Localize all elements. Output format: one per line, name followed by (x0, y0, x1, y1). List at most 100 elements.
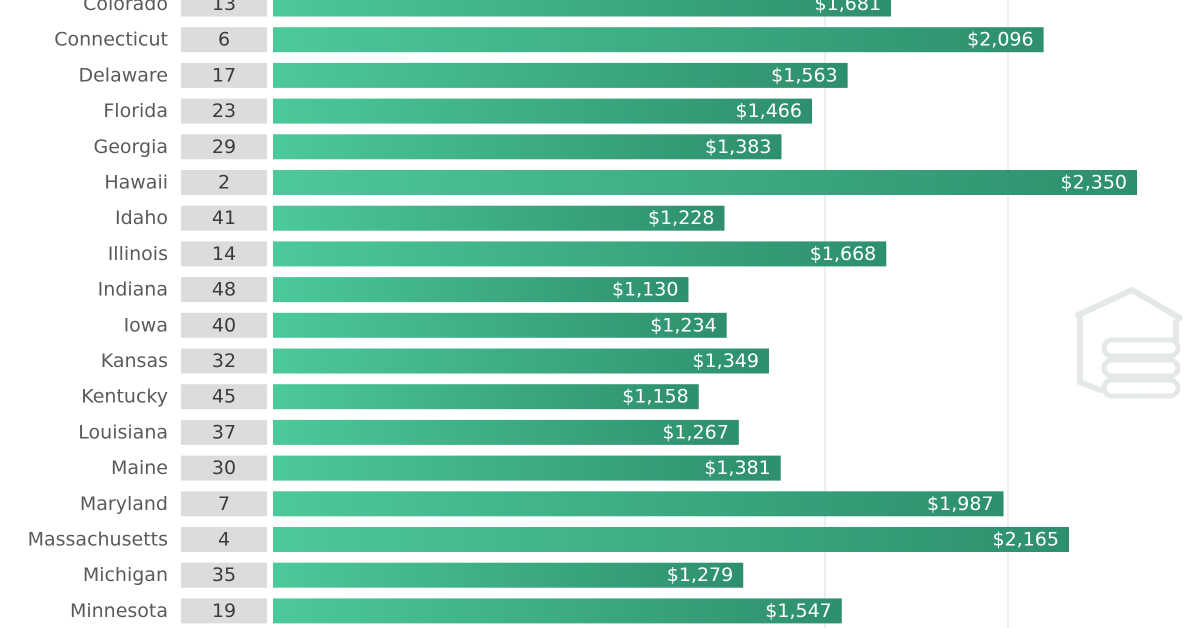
state-label: Michigan (83, 564, 168, 586)
bar-row: Illinois 14 $1,668 (108, 241, 887, 267)
bar (273, 491, 1004, 517)
rank-label: 14 (212, 243, 236, 265)
rank-label: 40 (212, 314, 236, 336)
rank-label: 23 (212, 100, 236, 122)
value-label: $1,681 (815, 0, 881, 15)
state-label: Massachusetts (28, 529, 168, 551)
value-label: $1,349 (692, 350, 758, 372)
rank-label: 6 (218, 29, 230, 51)
value-label: $1,158 (622, 386, 688, 408)
bar-row: Kansas 32 $1,349 (101, 348, 769, 374)
rank-box (181, 134, 267, 160)
state-label: Hawaii (104, 172, 168, 194)
bar-row: Idaho 41 $1,228 (115, 205, 725, 231)
bar (273, 0, 892, 17)
bar (273, 277, 689, 303)
value-label: $1,668 (810, 243, 876, 265)
bar (273, 241, 887, 267)
state-label: Kentucky (81, 386, 168, 408)
bar-row: Michigan 35 $1,279 (83, 562, 744, 588)
rank-label: 4 (218, 529, 230, 551)
rank-box (181, 27, 267, 53)
rank-box (181, 241, 267, 267)
bar (273, 419, 739, 445)
value-label: $2,350 (1061, 172, 1127, 194)
value-label: $1,228 (648, 207, 714, 229)
value-label: $1,383 (705, 136, 771, 158)
state-label: Iowa (124, 314, 168, 336)
rank-label: 48 (212, 279, 236, 301)
value-label: $1,381 (704, 457, 770, 479)
rank-box (181, 562, 267, 588)
bar-row: Maine 30 $1,381 (111, 455, 781, 481)
bar-row: Colorado 13 $1,681 (83, 0, 892, 17)
rank-label: 17 (212, 64, 236, 86)
rank-box (181, 277, 267, 303)
bar-row: Connecticut 6 $2,096 (54, 27, 1044, 53)
rank-label: 29 (212, 136, 236, 158)
value-label: $1,279 (667, 564, 733, 586)
rank-label: 35 (212, 564, 236, 586)
rank-box (181, 348, 267, 374)
rank-label: 37 (212, 421, 236, 443)
rank-box (181, 0, 267, 17)
rank-box (181, 170, 267, 195)
bar (273, 562, 744, 588)
rank-box (181, 527, 267, 552)
bar-row: Maryland 7 $1,987 (80, 491, 1004, 517)
bar-row: Louisiana 37 $1,267 (78, 419, 739, 445)
rank-label: 45 (212, 386, 236, 408)
value-label: $1,547 (765, 600, 831, 622)
value-label: $1,466 (736, 100, 802, 122)
rank-label: 41 (212, 207, 236, 229)
state-label: Idaho (115, 207, 168, 229)
value-label: $1,563 (771, 64, 837, 86)
state-label: Louisiana (78, 421, 168, 443)
state-label: Kansas (101, 350, 168, 372)
bar-row: Florida 23 $1,466 (103, 98, 812, 124)
bar-row: Kentucky 45 $1,158 (81, 384, 699, 410)
rank-label: 7 (218, 493, 230, 515)
bar (273, 98, 812, 124)
gridlines (824, 0, 1009, 628)
bar (273, 205, 725, 231)
rank-label: 32 (212, 350, 236, 372)
state-label: Maryland (80, 493, 168, 515)
rank-box (181, 419, 267, 445)
bar (273, 134, 782, 160)
rank-box (181, 98, 267, 124)
rank-box (181, 62, 267, 88)
state-label: Florida (103, 100, 168, 122)
rank-box (181, 205, 267, 231)
value-label: $2,096 (967, 29, 1033, 51)
state-label: Indiana (98, 279, 168, 301)
rank-box (181, 312, 267, 338)
state-label: Connecticut (54, 29, 168, 51)
bar-row: Iowa 40 $1,234 (124, 312, 727, 338)
rank-box (181, 491, 267, 517)
bar (273, 170, 1137, 195)
bar (273, 348, 769, 374)
value-label: $1,267 (662, 421, 728, 443)
value-label: $2,165 (992, 529, 1058, 551)
value-label: $1,987 (927, 493, 993, 515)
bar-row: Delaware 17 $1,563 (78, 62, 848, 88)
state-label: Georgia (94, 136, 169, 158)
state-label: Maine (111, 457, 168, 479)
rank-box (181, 455, 267, 481)
bar-rows: Colorado 13 $1,681 Connecticut 6 $2,096 Delawa… (28, 0, 1137, 624)
bar (273, 455, 781, 481)
state-label: Colorado (83, 0, 168, 15)
state-label: Minnesota (70, 600, 168, 622)
rank-box (181, 384, 267, 410)
bar-row: Massachusetts 4 $2,165 (28, 527, 1069, 552)
rank-label: 13 (212, 0, 236, 15)
bar-row: Indiana 48 $1,130 (98, 277, 689, 303)
bar-row: Georgia 29 $1,383 (94, 134, 782, 160)
bar (273, 27, 1044, 53)
bar (273, 62, 848, 88)
bar (273, 598, 842, 624)
bar (273, 527, 1069, 552)
rank-label: 19 (212, 600, 236, 622)
